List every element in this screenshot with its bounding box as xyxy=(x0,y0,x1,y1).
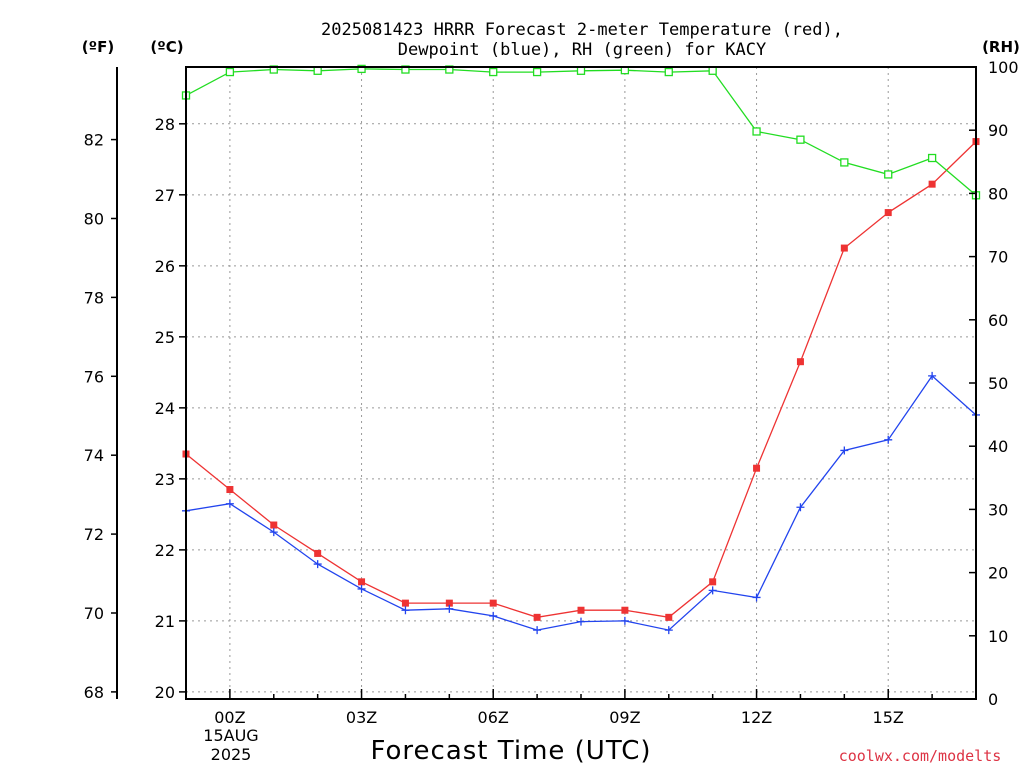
rh-tick-label: 10 xyxy=(988,627,1008,646)
rh-point xyxy=(357,64,366,74)
rh-point xyxy=(664,67,673,77)
celsius-tick-label: 24 xyxy=(155,399,175,418)
rh-tick-label: 50 xyxy=(988,374,1008,393)
rh-point xyxy=(225,67,235,77)
dewpoint-point xyxy=(401,606,410,615)
x-axis-title: Forecast Time (UTC) xyxy=(370,736,651,766)
celsius-tick-label: 22 xyxy=(155,541,175,560)
dewpoint-point xyxy=(708,586,717,595)
celsius-tick-label: 23 xyxy=(155,470,175,489)
temperature-point xyxy=(489,599,497,607)
temperature-point xyxy=(314,549,322,557)
dewpoint-point xyxy=(664,626,673,635)
rh-point xyxy=(927,153,937,163)
fahrenheit-tick-label: 70 xyxy=(84,604,104,623)
rh-point xyxy=(884,170,893,179)
rh-tick-label: 90 xyxy=(988,121,1008,140)
dewpoint-point xyxy=(313,560,322,569)
dewpoint-point xyxy=(489,611,498,620)
credit-link[interactable]: coolwx.com/modelts xyxy=(839,747,1002,765)
series-layer xyxy=(181,64,981,635)
dewpoint-point xyxy=(445,604,454,613)
dewpoint-point xyxy=(884,435,893,444)
x-date-label-year: 2025 xyxy=(211,745,252,764)
temperature-point xyxy=(709,578,717,586)
rh-tick-label: 30 xyxy=(988,500,1008,519)
x-tick-label: 09Z xyxy=(609,708,640,727)
rh-point xyxy=(752,127,761,136)
x-tick-label: 06Z xyxy=(478,708,509,727)
temperature-point xyxy=(753,464,761,472)
series-line-dewpoint xyxy=(185,374,977,631)
temperature-point xyxy=(577,606,585,614)
grid-layer xyxy=(186,67,976,699)
rh-point xyxy=(840,158,849,167)
x-tick-label: 12Z xyxy=(741,708,772,727)
rh-unit-label: (RH) xyxy=(982,38,1020,56)
dewpoint-point xyxy=(840,446,849,455)
temperature-point xyxy=(840,244,848,252)
rh-tick-label: 0 xyxy=(988,690,998,709)
celsius-unit-label: (ºC) xyxy=(150,38,183,56)
rh-tick-label: 80 xyxy=(988,184,1008,203)
rh-tick-label: 40 xyxy=(988,437,1008,456)
plot-frame xyxy=(185,66,977,700)
fahrenheit-tick-label: 72 xyxy=(84,525,104,544)
x-tick-label: 00Z xyxy=(214,708,245,727)
chart-title-line1: 2025081423 HRRR Forecast 2-meter Tempera… xyxy=(321,20,843,40)
rh-point xyxy=(796,135,805,144)
dewpoint-point xyxy=(796,503,805,512)
x-date-label-day: 15AUG xyxy=(203,726,258,745)
dewpoint-point xyxy=(752,593,761,602)
chart-title-line2: Dewpoint (blue), RH (green) for KACY xyxy=(398,40,766,60)
temperature-point xyxy=(401,599,409,607)
rh-point xyxy=(313,66,322,75)
rh-point xyxy=(708,66,717,75)
dewpoint-point xyxy=(533,626,542,635)
x-tick-label: 15Z xyxy=(873,708,904,727)
x-tick-label: 03Z xyxy=(346,708,377,727)
rh-point xyxy=(576,66,586,75)
series-line-rh xyxy=(185,68,977,196)
celsius-tick-label: 26 xyxy=(155,257,175,276)
fahrenheit-tick-label: 82 xyxy=(84,131,104,150)
temperature-point xyxy=(533,613,541,621)
rh-point xyxy=(489,67,498,77)
rh-tick-label: 20 xyxy=(988,564,1008,583)
fahrenheit-tick-label: 80 xyxy=(84,209,104,228)
rh-tick-label: 100 xyxy=(988,58,1019,77)
fahrenheit-unit-label: (ºF) xyxy=(82,38,114,56)
dewpoint-point xyxy=(269,528,278,537)
temperature-point xyxy=(928,180,936,188)
dewpoint-point xyxy=(225,499,234,508)
series-line-temperature xyxy=(185,141,977,618)
temperature-point xyxy=(796,358,804,366)
tick-labels-layer: 20 21 22 23 24 25 26 27 28 68 70 72 74 76 78 80 82 0 10 20 3… xyxy=(84,58,1019,727)
fahrenheit-tick-label: 76 xyxy=(84,367,104,386)
temperature-point xyxy=(884,209,892,217)
fahrenheit-tick-label: 68 xyxy=(84,683,104,702)
rh-tick-label: 70 xyxy=(988,248,1008,267)
celsius-tick-label: 27 xyxy=(155,186,175,205)
celsius-tick-label: 21 xyxy=(155,612,175,631)
celsius-tick-label: 20 xyxy=(155,683,175,702)
dewpoint-point xyxy=(577,617,585,626)
dewpoint-point xyxy=(620,616,629,625)
fahrenheit-tick-label: 74 xyxy=(84,446,104,465)
temperature-point xyxy=(226,486,234,494)
dewpoint-point xyxy=(357,584,366,593)
rh-tick-label: 60 xyxy=(988,311,1008,330)
temperature-point xyxy=(665,613,673,621)
fahrenheit-tick-label: 78 xyxy=(84,288,104,307)
dewpoint-point xyxy=(928,371,937,380)
temperature-point xyxy=(445,599,453,607)
temperature-point xyxy=(358,578,366,586)
temperature-point xyxy=(621,606,629,614)
celsius-tick-label: 28 xyxy=(155,115,175,134)
axes-layer xyxy=(111,66,977,700)
temperature-point xyxy=(270,521,278,529)
rh-point xyxy=(532,67,542,77)
celsius-tick-label: 25 xyxy=(155,328,175,347)
